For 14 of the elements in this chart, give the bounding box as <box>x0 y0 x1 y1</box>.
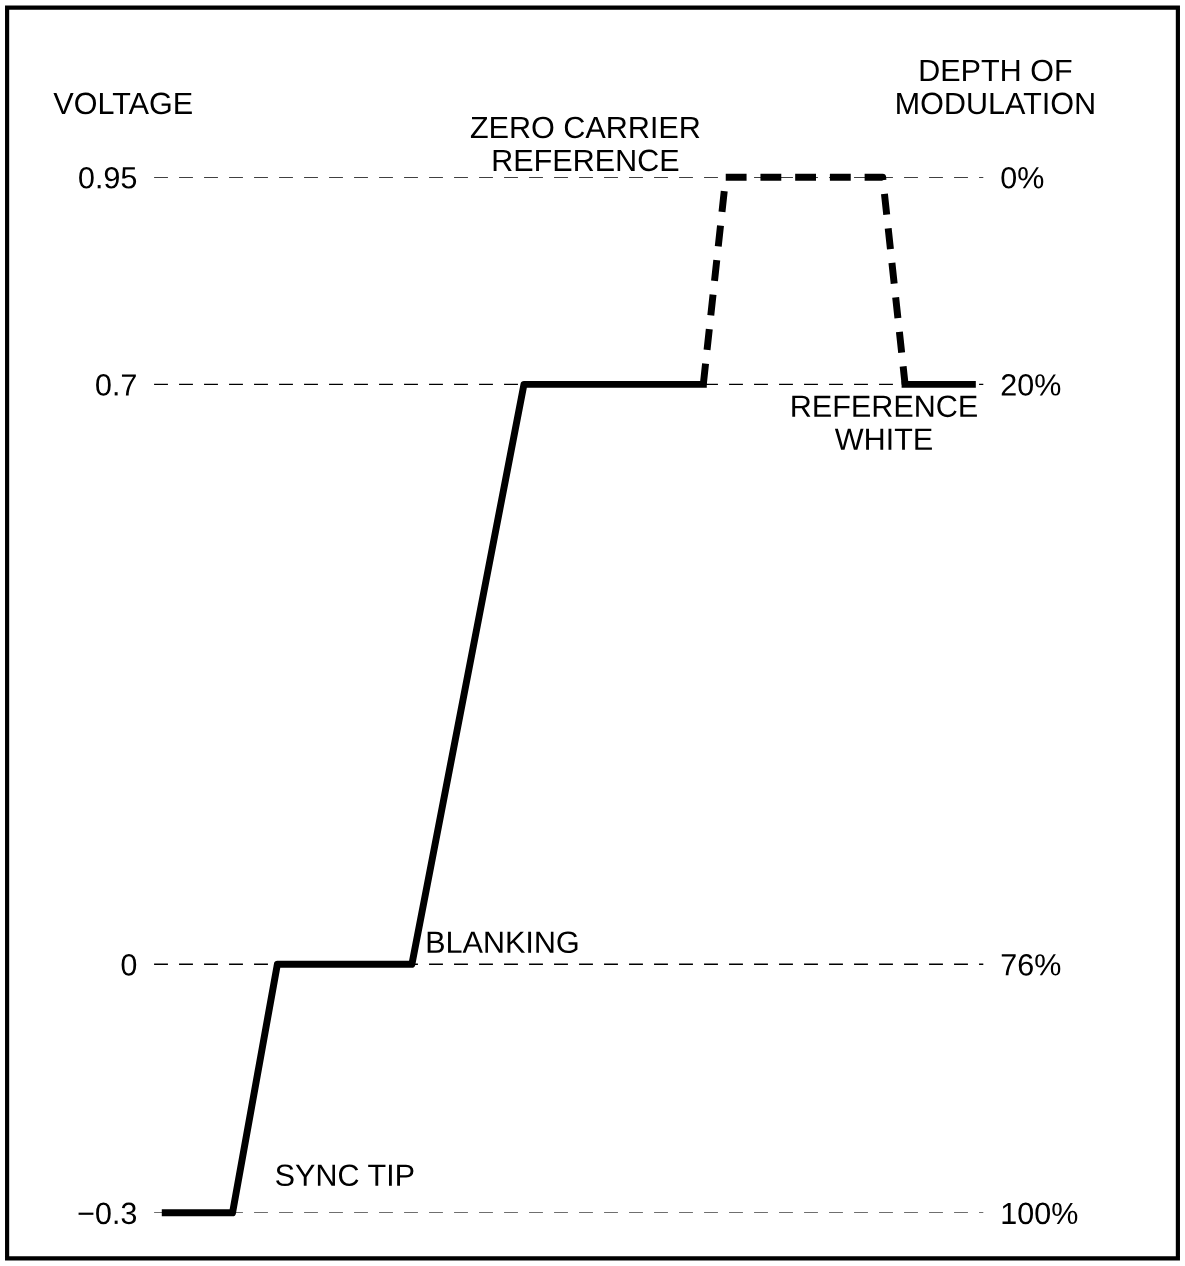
annotation: REFERENCE WHITE <box>792 395 977 450</box>
text: ZERO CARRIER REFERENCE <box>470 116 700 172</box>
y-tick-label: 0.95 <box>79 166 137 189</box>
y2-tick-label: 76% <box>1001 954 1061 976</box>
annotation: SYNC TIP <box>276 1164 414 1187</box>
y-tick-label: 0 <box>121 954 137 976</box>
y2-tick-label: 0% <box>1001 166 1044 189</box>
y-tick-label: −0.3 <box>78 1202 137 1225</box>
y-axis-title: VOLTAGE <box>53 92 192 115</box>
y2-axis-title: DEPTH OF MODULATION <box>897 59 1094 115</box>
y2-tick-label: 100% <box>1002 1202 1078 1225</box>
y-tick-label: 0.7 <box>96 374 136 396</box>
annotation: BLANKING <box>427 931 578 954</box>
y2-tick-label: 20% <box>1001 374 1061 396</box>
